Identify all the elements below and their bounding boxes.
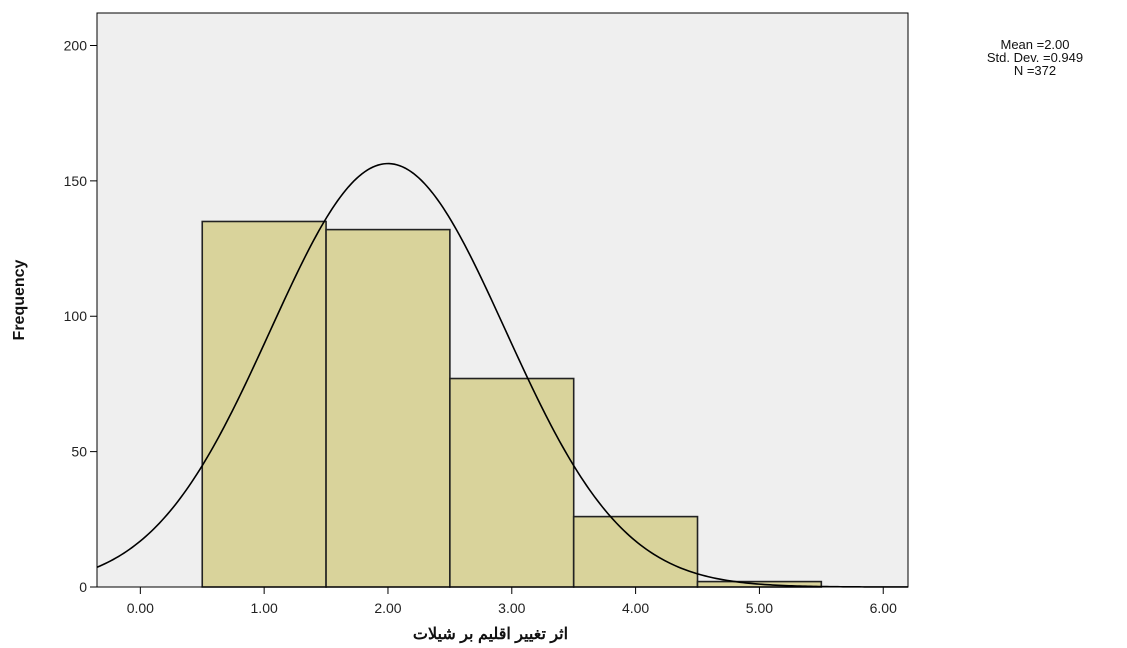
histogram-bar	[572, 515, 699, 588]
stats-n: N =372	[1013, 63, 1057, 78]
x-tick-label: 3.00	[498, 600, 525, 616]
histogram-bar	[201, 220, 327, 588]
x-axis: 0.00 1.00 2.00 3.00 4.00 5.00 6.00	[127, 587, 897, 616]
y-axis: 0 50 100 150 200	[64, 37, 97, 595]
y-tick-label: 200	[64, 37, 88, 53]
x-tick-label: 6.00	[870, 600, 897, 616]
stats-mean: Mean =2.00	[1000, 37, 1070, 52]
histogram-bar	[325, 228, 451, 588]
histogram-bar	[449, 377, 575, 588]
normal-curve	[96, 162, 909, 588]
y-axis-title: Frequency	[11, 259, 28, 340]
bars-group	[201, 220, 823, 588]
plot-frame	[96, 12, 909, 588]
y-tick-label: 0	[79, 579, 87, 595]
x-axis-title: اثر تغییر اقلیم بر شیلات	[413, 626, 568, 644]
x-tick-label: 5.00	[746, 600, 773, 616]
x-tick-label: 1.00	[251, 600, 278, 616]
stats-box: Mean =2.00 Std. Dev. =0.949 N =372	[940, 38, 1127, 77]
stats-std-dev: Std. Dev. =0.949	[986, 50, 1084, 65]
x-tick-label: 0.00	[127, 600, 154, 616]
x-tick-label: 2.00	[374, 600, 401, 616]
y-tick-label: 100	[64, 308, 88, 324]
y-tick-label: 150	[64, 173, 88, 189]
x-tick-label: 4.00	[622, 600, 649, 616]
y-tick-label: 50	[71, 444, 87, 460]
